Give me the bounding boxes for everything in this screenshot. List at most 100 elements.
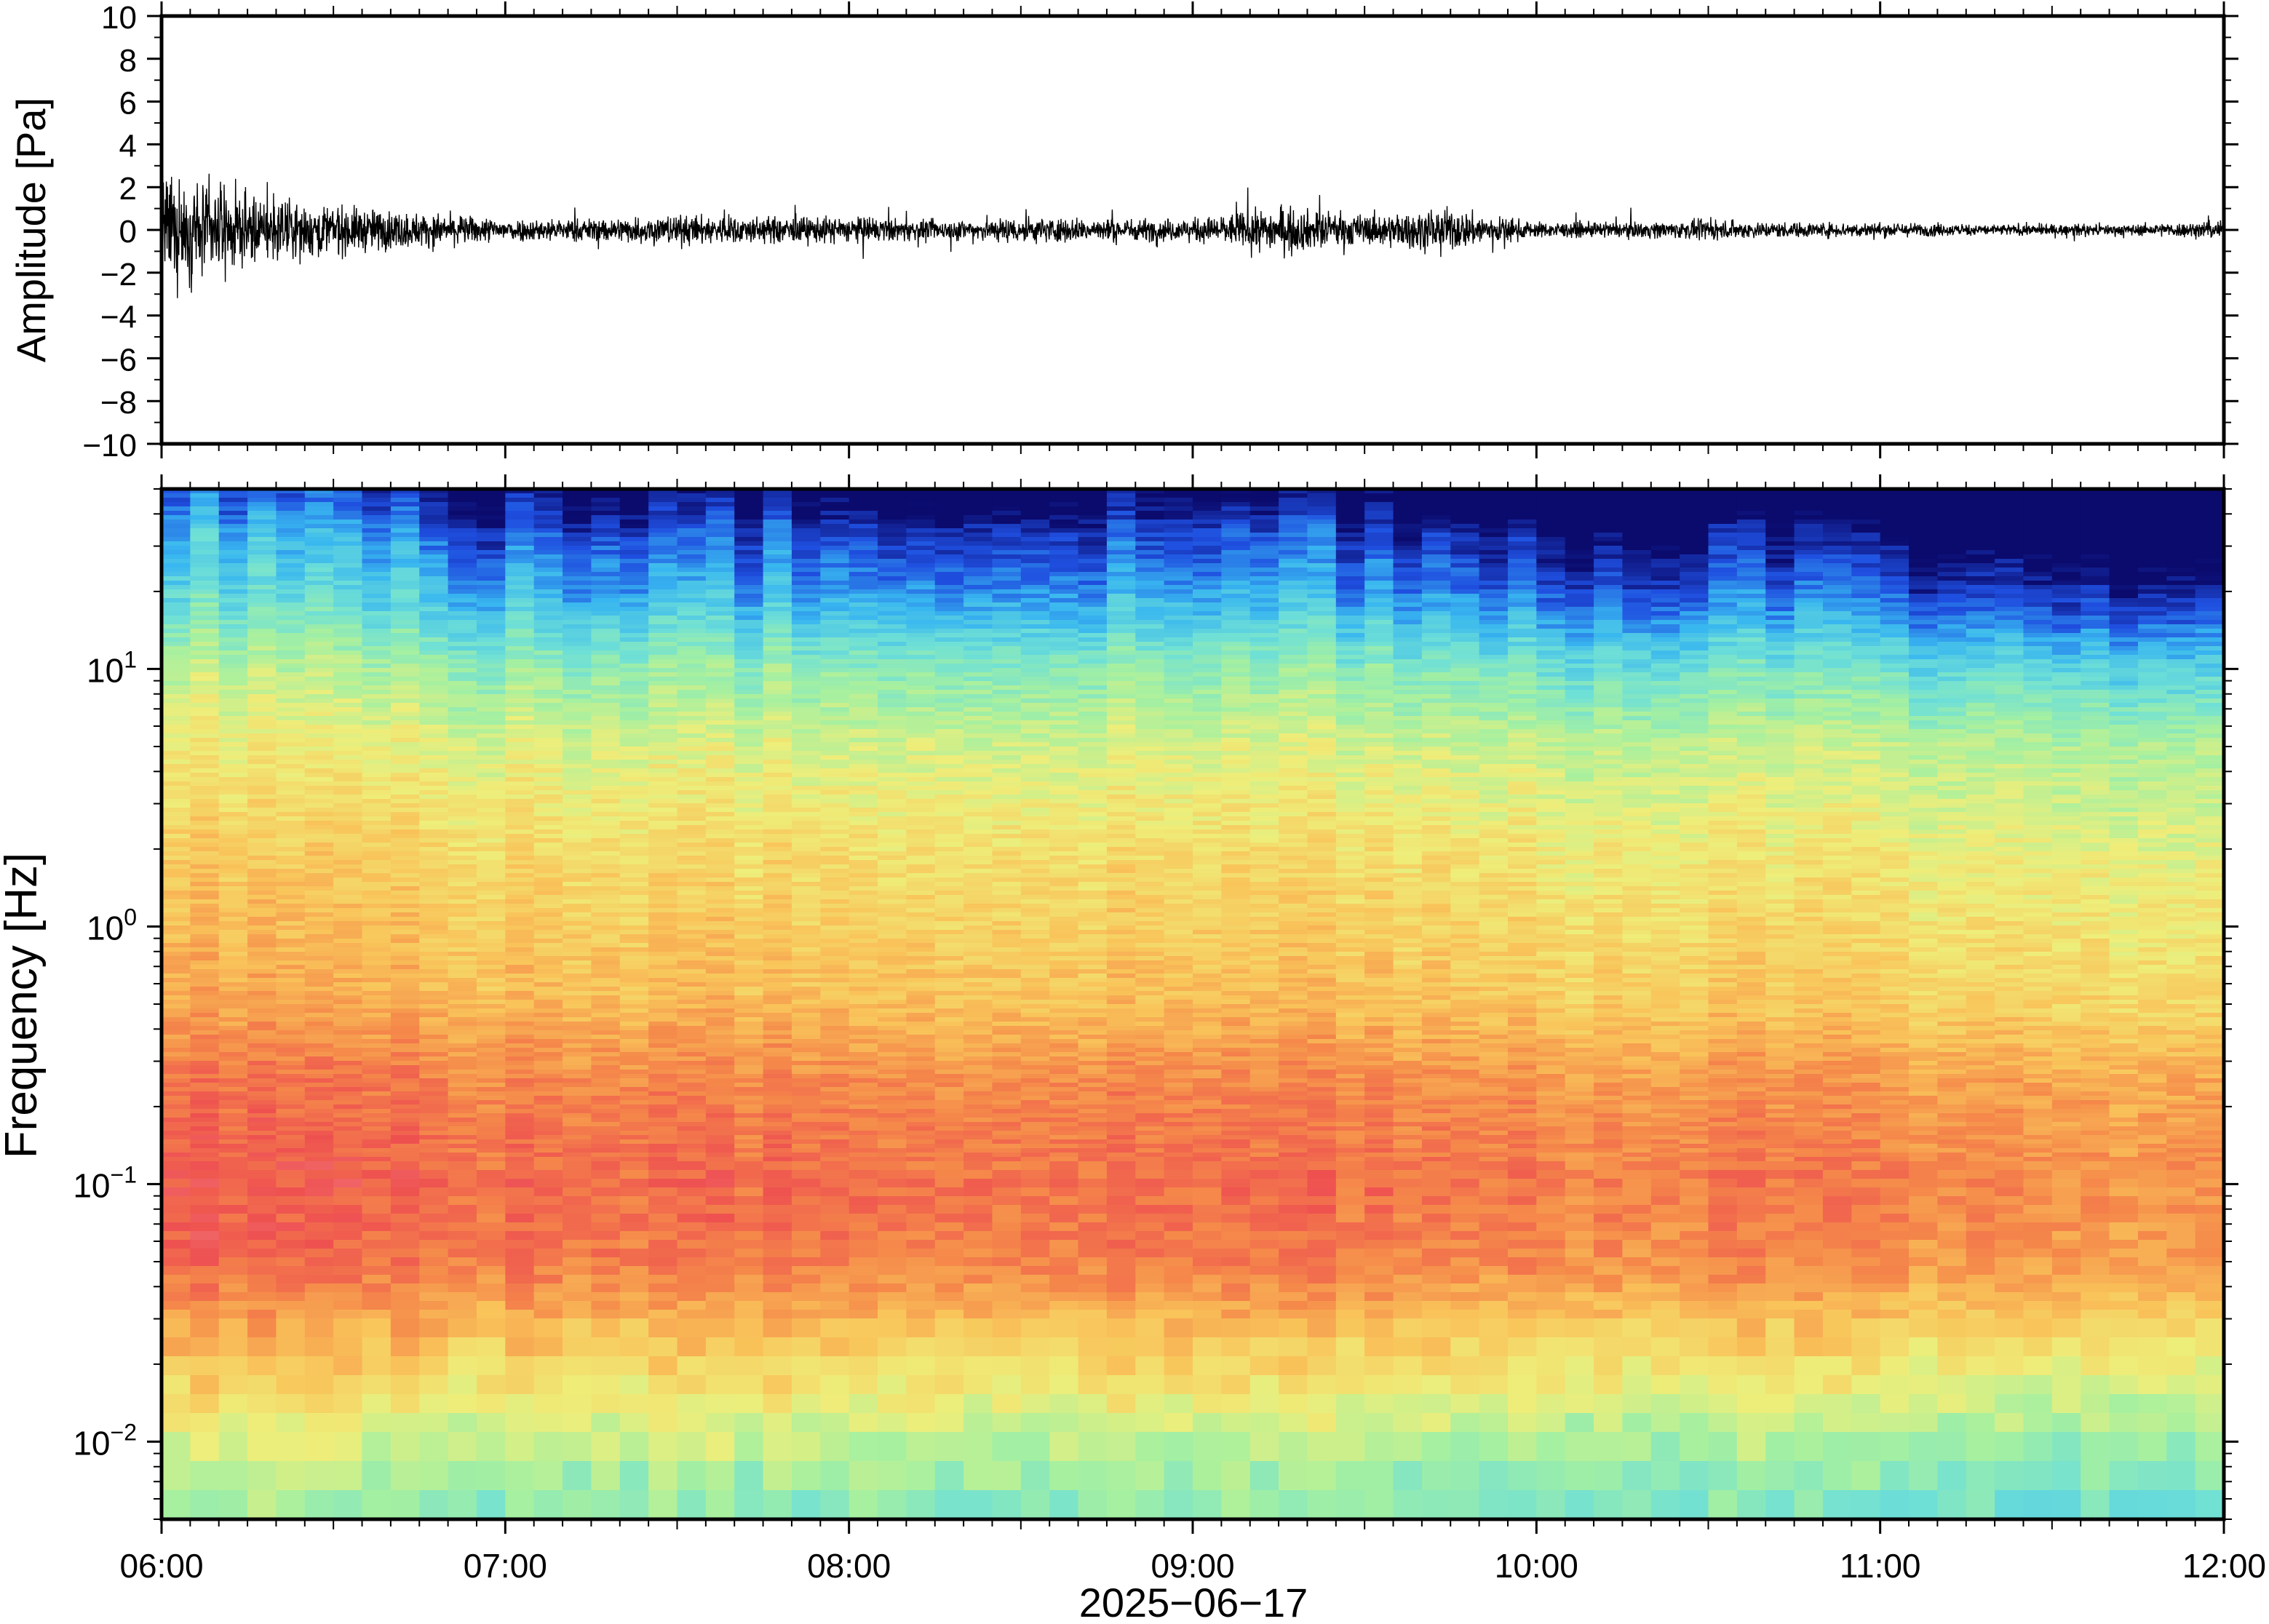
spectrogram-cell [218, 1257, 248, 1267]
spectrogram-cell [190, 550, 220, 555]
spectrogram-cell [218, 751, 248, 756]
spectrogram-cell [878, 664, 907, 669]
spectrogram-cell [190, 1118, 220, 1123]
spectrogram-cell [333, 1275, 363, 1284]
spectrogram-cell [878, 633, 907, 638]
spectrogram-cell [878, 1091, 907, 1096]
spectrogram-cell [533, 943, 563, 948]
spectrogram-cell [619, 668, 649, 673]
spectrogram-cell [533, 891, 563, 896]
spectrogram-cell [505, 694, 535, 699]
spectrogram-cell [878, 790, 907, 795]
spectrogram-cell [619, 1144, 649, 1149]
spectrogram-cell [734, 585, 764, 590]
spectrogram-cell [849, 1026, 878, 1031]
spectrogram-cell [705, 1157, 735, 1162]
spectrogram-cell [190, 1205, 220, 1214]
spectrogram-cell [276, 838, 306, 843]
spectrogram-cell [419, 1043, 449, 1048]
spectrogram-cell [304, 685, 334, 690]
spectrogram-cell [591, 877, 621, 883]
spectrogram-cell [878, 581, 907, 586]
spectrogram-cell [648, 1017, 678, 1022]
spectrogram-cell [820, 541, 850, 546]
spectrogram-cell [390, 1310, 420, 1319]
spectrogram-cell [849, 851, 878, 856]
spectrogram-cell [705, 882, 735, 887]
spectrogram-cell [648, 742, 678, 747]
spectrogram-cell [677, 847, 707, 852]
spectrogram-cell [820, 1266, 850, 1275]
spectrogram-cell [476, 934, 506, 939]
spectrogram-cell [190, 956, 220, 961]
spectrogram-cell [476, 576, 506, 581]
spectrogram-cell [419, 1153, 449, 1158]
spectrogram-cell [906, 602, 936, 608]
spectrogram-cell [276, 581, 306, 586]
spectrogram-cell [162, 620, 191, 625]
spectrogram-cell [247, 707, 277, 712]
spectrogram-cell [304, 1318, 334, 1338]
spectrogram-cell [362, 1148, 392, 1153]
spectrogram-cell [849, 751, 878, 756]
spectrogram-cell [820, 629, 850, 634]
spectrogram-cell [390, 777, 420, 782]
spectrogram-cell [419, 563, 449, 568]
spectrogram-cell [304, 624, 334, 629]
spectrogram-cell [763, 1375, 792, 1395]
spectrogram-cell [677, 786, 707, 791]
spectrogram-cell [533, 960, 563, 966]
spectrogram-cell [247, 1104, 277, 1110]
spectrogram-cell [505, 795, 535, 800]
spectrogram-cell [820, 803, 850, 808]
spectrogram-cell [563, 921, 592, 926]
spectrogram-cell [162, 546, 191, 551]
spectrogram-cell [390, 747, 420, 752]
spectrogram-cell [448, 991, 477, 996]
spectrogram-cell [677, 528, 707, 533]
spectrogram-cell [619, 1043, 649, 1048]
spectrogram-cell [362, 1030, 392, 1035]
spectrogram-cell [619, 943, 649, 948]
spectrogram-cell [505, 1318, 535, 1338]
spectrogram-cell [419, 668, 449, 673]
spectrogram-cell [276, 956, 306, 961]
spectrogram-cell [763, 939, 792, 944]
spectrogram-cell [791, 1240, 821, 1249]
spectrogram-cell [362, 559, 392, 564]
spectrogram-cell [791, 520, 821, 525]
spectrogram-cell [390, 598, 420, 603]
spectrogram-cell [849, 1008, 878, 1014]
spectrogram-cell [619, 1017, 649, 1022]
spectrogram-cell [333, 1026, 363, 1031]
spectrogram-cell [677, 502, 707, 507]
spectrogram-cell [276, 1056, 306, 1062]
spectrogram-cell [190, 1087, 220, 1092]
spectrogram-cell [591, 707, 621, 712]
spectrogram-cell [162, 650, 191, 656]
spectrogram-cell [419, 1078, 449, 1083]
spectrogram-cell [849, 978, 878, 983]
spectrogram-cell [247, 934, 277, 939]
spectrogram-cell [619, 1283, 649, 1293]
spectrogram-cell [362, 1249, 392, 1258]
spectrogram-cell [763, 559, 792, 564]
spectrogram-cell [448, 511, 477, 516]
spectrogram-cell [705, 568, 735, 573]
spectrogram-cell [362, 808, 392, 813]
spectrogram-cell [448, 677, 477, 682]
spectrogram-cell [791, 1249, 821, 1258]
spectrogram-cell [648, 773, 678, 778]
spectrogram-cell [591, 773, 621, 778]
spectrogram-cell [505, 1074, 535, 1079]
spectrogram-cell [563, 1022, 592, 1027]
spectrogram-cell [448, 716, 477, 721]
spectrogram-cell [276, 563, 306, 568]
spectrogram-cell [218, 982, 248, 987]
spectrogram-cell [591, 607, 621, 612]
spectrogram-cell [362, 1056, 392, 1062]
spectrogram-cell [476, 886, 506, 891]
spectrogram-cell [476, 1222, 506, 1232]
spectrogram-cell [906, 572, 936, 577]
spectrogram-cell [448, 917, 477, 922]
